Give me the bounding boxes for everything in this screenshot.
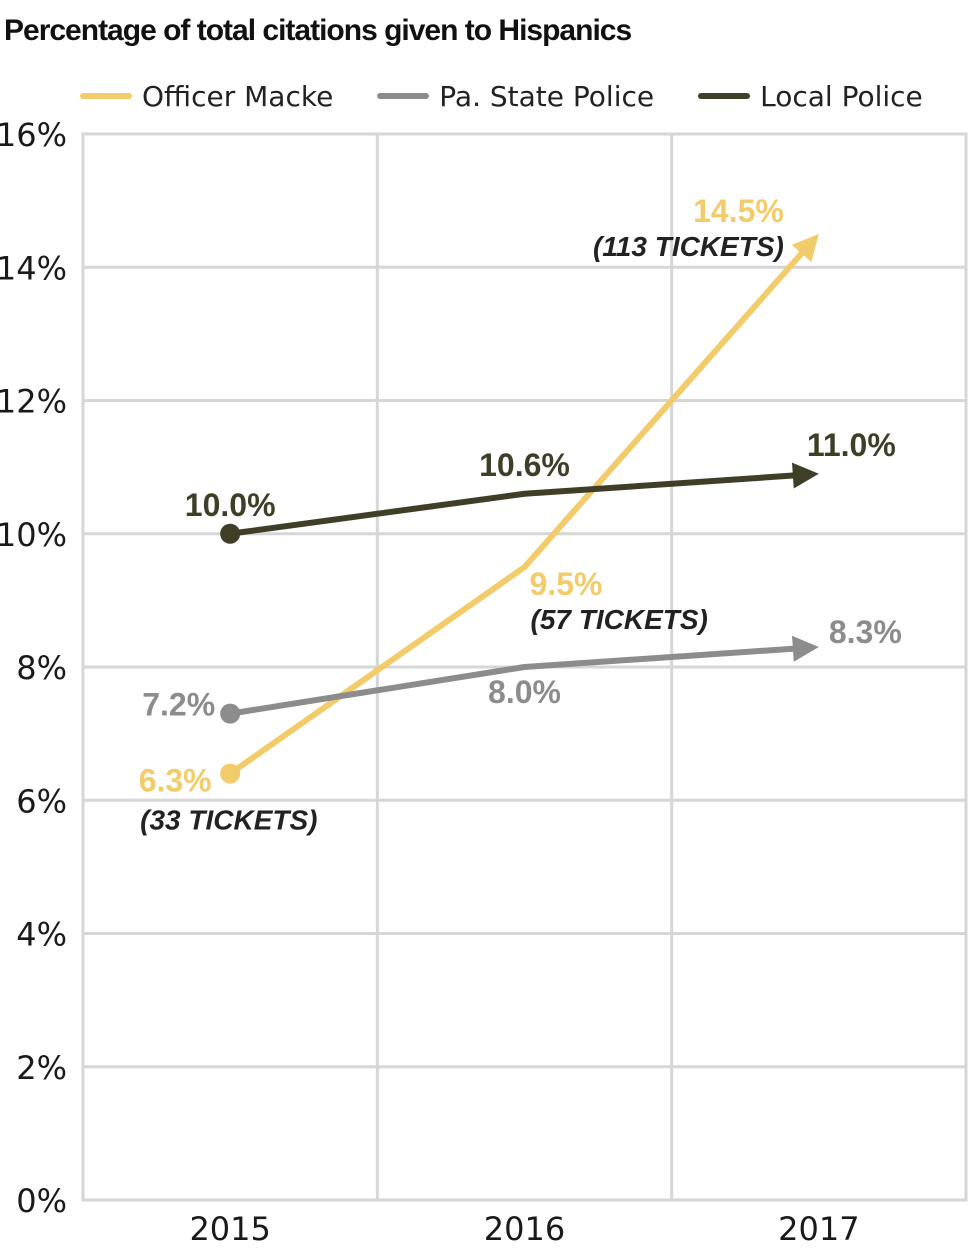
- y-tick-label-10: 10%: [0, 516, 67, 554]
- data-sublabel-officer-macke-2017: (113 TICKETS): [593, 231, 784, 262]
- y-tick-label-2: 2%: [16, 1049, 67, 1087]
- y-tick-label-14: 14%: [0, 249, 67, 287]
- data-point-pa-state-police-2016: [522, 664, 528, 670]
- data-label-pa-state-police-2017: 8.3%: [829, 614, 902, 650]
- y-tick-label-12: 12%: [0, 383, 67, 421]
- data-point-officer-macke-2015: [227, 771, 233, 777]
- chart-title: Percentage of total citations given to H…: [4, 14, 632, 47]
- data-sublabel-officer-macke-2015: (33 TICKETS): [140, 805, 317, 836]
- data-label-local-police-2016: 10.6%: [479, 447, 570, 483]
- x-tick-label-2016: 2016: [484, 1210, 565, 1248]
- data-label-local-police-2015: 10.0%: [185, 487, 276, 523]
- legend-swatch-officer-macke: [80, 93, 132, 99]
- data-sublabel-officer-macke-2016: (57 TICKETS): [531, 604, 708, 635]
- data-label-officer-macke-2016: 9.5%: [530, 566, 603, 602]
- data-label-officer-macke-2015: 6.3%: [139, 763, 212, 799]
- y-tick-label-8: 8%: [16, 649, 67, 687]
- y-tick-label-4: 4%: [16, 916, 67, 954]
- series-arrowhead-officer-macke: [791, 233, 819, 263]
- x-tick-label-2017: 2017: [778, 1210, 859, 1248]
- data-point-local-police-2017: [816, 471, 822, 477]
- data-point-officer-macke-2016: [522, 564, 528, 570]
- legend-item-officer-macke: Officer Macke: [80, 80, 333, 113]
- data-label-pa-state-police-2016: 8.0%: [488, 674, 561, 710]
- data-point-local-police-2016: [522, 491, 528, 497]
- legend-item-local-police: Local Police: [698, 80, 923, 113]
- x-tick-label-2015: 2015: [189, 1210, 270, 1248]
- data-point-pa-state-police-2015: [227, 711, 233, 717]
- legend-label-officer-macke: Officer Macke: [142, 79, 334, 113]
- y-tick-label-6: 6%: [16, 782, 67, 820]
- legend-swatch-local-police: [698, 93, 751, 99]
- series-arrowhead-local-police: [792, 462, 819, 489]
- series-line-officer-macke: [227, 250, 805, 777]
- series-line-pa-state-police: [227, 645, 796, 717]
- series-arrowhead-pa-state-police: [792, 635, 819, 662]
- data-label-officer-macke-2017: 14.5%: [693, 193, 784, 229]
- y-tick-label-16: 16%: [0, 116, 67, 154]
- data-label-pa-state-police-2015: 7.2%: [142, 687, 215, 723]
- data-point-pa-state-police-2017: [816, 644, 822, 650]
- series-marker-pa-state-police: [220, 703, 241, 724]
- legend-label-state-police: Pa. State Police: [439, 79, 655, 113]
- series-marker-local-police: [220, 523, 241, 544]
- legend-item-state-police: Pa. State Police: [377, 80, 654, 113]
- series-line-local-police: [227, 472, 796, 537]
- data-point-local-police-2015: [227, 531, 233, 537]
- legend-label-local-police: Local Police: [760, 79, 923, 113]
- legend: Officer Macke Pa. State Police Local Pol…: [80, 76, 923, 116]
- data-point-officer-macke-2017: [816, 231, 822, 237]
- y-tick-label-0: 0%: [16, 1182, 67, 1220]
- data-label-local-police-2017: 11.0%: [807, 427, 896, 463]
- legend-swatch-state-police: [377, 93, 430, 99]
- series-marker-officer-macke: [220, 763, 241, 784]
